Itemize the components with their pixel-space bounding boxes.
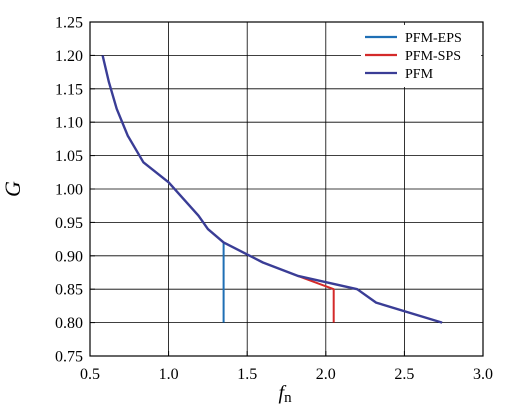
series-layer: [101, 55, 443, 324]
x-axis-title-main: f: [279, 382, 287, 404]
y-tick-label: 0.85: [55, 282, 83, 299]
y-axis-title: G: [0, 181, 25, 197]
x-axis-ticks: 0.5 1.0 1.5 2.0 2.5 3.0: [80, 351, 493, 383]
legend-label-pfm-eps: PFM-EPS: [405, 31, 462, 46]
y-tick-label: 1.00: [55, 182, 83, 199]
x-tick-label: 1.5: [237, 366, 257, 383]
y-tick-label: 0.75: [55, 349, 83, 366]
x-tick-label: 1.0: [159, 366, 179, 383]
x-tick-label: 2.5: [394, 366, 414, 383]
x-axis-title: fn: [279, 382, 293, 406]
legend: PFM-EPS PFM-SPS PFM: [361, 25, 481, 87]
y-tick-label: 0.90: [55, 248, 83, 265]
y-tick-label: 1.25: [55, 15, 83, 32]
y-tick-label: 1.05: [55, 148, 83, 165]
x-tick-label: 3.0: [473, 366, 493, 383]
legend-label-pfm-sps: PFM-SPS: [405, 49, 461, 64]
x-axis-title-subscript: n: [284, 390, 292, 406]
y-tick-label: 1.15: [55, 81, 83, 98]
legend-label-pfm: PFM: [405, 67, 434, 82]
y-tick-label: 0.95: [55, 215, 83, 232]
x-tick-label: 2.0: [316, 366, 336, 383]
y-tick-label: 0.80: [55, 315, 83, 332]
series-line-pfm-sps: [297, 274, 335, 323]
y-tick-label: 1.20: [55, 48, 83, 65]
x-tick-label: 0.5: [80, 366, 100, 383]
y-axis-ticks: 0.75 0.80 0.85 0.90 0.95 1.00 1.05 1.10 1.15 1.20…: [55, 15, 95, 366]
y-tick-label: 1.10: [55, 115, 83, 132]
series-line-pfm: [101, 55, 443, 324]
